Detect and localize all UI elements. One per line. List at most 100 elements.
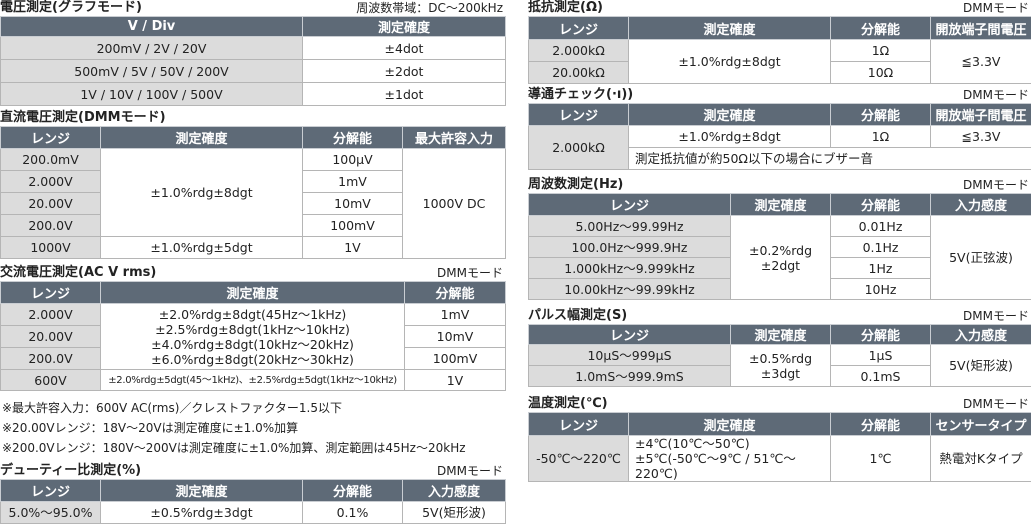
table-row: 200.0mV ±1.0%rdg±8dgt 100μV 1000V DC	[0, 148, 506, 259]
table-cell: 10Ω	[830, 61, 931, 84]
continuity-section: 導通チェック(·ı)) DMMモード レンジ 測定確度 分解能 開放端子間電圧 2.000k…	[528, 87, 1031, 170]
section-title: 交流電圧測定(AC V rms)	[0, 265, 157, 280]
table-cell: ±4dot	[302, 36, 506, 60]
note-line: ※最大許容入力：600V AC(rms)／クレストファクター1.5以下	[2, 401, 342, 415]
table-cell: 200mV / 2V / 20V	[0, 36, 303, 60]
table-cell: 1mV	[302, 170, 403, 193]
table-cell: 600V	[0, 369, 101, 391]
table-cell: 2.000V	[0, 303, 101, 326]
column-header: 分解能	[302, 479, 403, 502]
section-title: 直流電圧測定(DMMモード)	[0, 110, 166, 125]
table-cell: 測定抵抗値が約50Ω以下の場合にブザー音	[628, 147, 1031, 170]
table-cell: 5.0%〜95.0%	[0, 501, 101, 524]
column-header: レンジ	[528, 16, 629, 40]
table-row: 200.0V 100mV	[0, 347, 506, 370]
table-cell: 2.000V	[0, 170, 101, 193]
table-cell: 500mV / 5V / 50V / 200V	[0, 59, 303, 83]
column-header: 分解能	[830, 16, 931, 40]
note-line: ※200.0Vレンジ：180V〜200Vは測定確度に±1.0%加算、測定範囲は4…	[2, 441, 466, 455]
column-header: レンジ	[528, 412, 629, 436]
section-title: 電圧測定(グラフモード)	[0, 0, 142, 15]
table-cell: 100μV	[302, 148, 403, 171]
dc-voltage-table: レンジ 測定確度 分解能 最大許容入力 200.0mV ±1.0%rdg±8dgt 100μ…	[0, 126, 506, 259]
table-cell: 1V / 10V / 100V / 500V	[0, 82, 303, 106]
column-header: 分解能	[830, 324, 931, 345]
table-cell: ±1.0%rdg±8dgt	[628, 39, 831, 84]
section-note: DMMモード	[963, 397, 1029, 411]
table-cell: 5V(正弦波)	[930, 215, 1031, 300]
voltage-graph-section: 電圧測定(グラフモード) 周波数帯域：DC〜200kHz V / Div 測定確度 20…	[0, 0, 506, 106]
section-note: DMMモード	[963, 309, 1029, 323]
resistance-table: レンジ 測定確度 分解能 開放端子間電圧 2.000kΩ ±1.0%rdg±8dgt 1Ω ≦…	[528, 16, 1031, 84]
column-header: レンジ	[0, 281, 101, 304]
column-header: 分解能	[404, 281, 506, 304]
table-row: 2.000V 1mV	[0, 170, 506, 193]
duty-table: レンジ 測定確度 分解能 入力感度 5.0%〜95.0% ±0.5%rdg±3dgt 0.1…	[0, 479, 506, 524]
table-cell: ±2.0%rdg±8dgt(45Hz〜1kHz) ±2.5%rdg±8dgt(1…	[100, 303, 405, 370]
section-note: 周波数帯域：DC〜200kHz	[356, 1, 503, 15]
table-cell: ±2.0%rdg±5dgt(45〜1kHz)、±2.5%rdg±5dgt(1kH…	[100, 369, 405, 391]
resistance-section: 抵抗測定(Ω) DMMモード レンジ 測定確度 分解能 開放端子間電圧 2.000kΩ ±1.…	[528, 0, 1031, 84]
table-cell: 5V(矩形波)	[930, 344, 1031, 387]
column-header: 測定確度	[628, 412, 831, 436]
column-header: 入力感度	[930, 193, 1031, 216]
column-header: 分解能	[830, 412, 931, 436]
column-header: レンジ	[528, 324, 731, 345]
table-cell: 1.000kHz〜9.999kHz	[528, 257, 731, 279]
column-header: 入力感度	[930, 324, 1031, 345]
table-cell: ±4℃(10℃〜50℃) ±5℃(-50℃〜9℃ / 51℃〜220℃)	[628, 435, 831, 482]
table-cell: 1μS	[830, 344, 931, 366]
column-header: 開放端子間電圧	[930, 103, 1031, 126]
table-row: 1.0mS〜999.9mS 0.1mS	[528, 365, 1031, 387]
table-cell: 200.0V	[0, 347, 101, 370]
column-header: レンジ	[0, 126, 101, 149]
table-row: 1V / 10V / 100V / 500V ±1dot	[0, 82, 506, 106]
table-row: 1000V ±1.0%rdg±5dgt 1V	[0, 236, 506, 259]
pulse-width-table: レンジ 測定確度 分解能 入力感度 10μS〜999μS ±0.5%rdg ±3dgt 1μ…	[528, 324, 1031, 387]
section-title: 周波数測定(Hz)	[528, 177, 624, 192]
pulse-width-section: パルス幅測定(S) DMMモード レンジ 測定確度 分解能 入力感度 10μS〜999μS ±…	[528, 308, 1031, 387]
table-cell: 1Ω	[830, 125, 931, 148]
table-cell: 0.01Hz	[830, 215, 931, 237]
table-cell: ±0.2%rdg ±2dgt	[730, 215, 831, 300]
ac-notes: ※最大許容入力：600V AC(rms)／クレストファクター1.5以下 ※20.…	[2, 398, 466, 458]
table-cell: 10.00kHz〜99.99kHz	[528, 278, 731, 300]
table-row: 10μS〜999μS ±0.5%rdg ±3dgt 1μS 5V(矩形波)	[528, 344, 1031, 387]
table-row: 5.00Hz〜99.99Hz ±0.2%rdg ±2dgt 0.01Hz 5V(正弦波…	[528, 215, 1031, 300]
continuity-table: レンジ 測定確度 分解能 開放端子間電圧 2.000kΩ ±1.0%rdg±8dgt 1Ω ≦…	[528, 103, 1031, 170]
ac-voltage-section: 交流電圧測定(AC V rms) DMMモード レンジ 測定確度 分解能 2.000V ±2…	[0, 265, 506, 391]
table-cell: 10mV	[302, 192, 403, 215]
table-row: 20.00V 10mV	[0, 325, 506, 348]
table-cell: ±1.0%rdg±5dgt	[100, 236, 303, 259]
table-cell: 100.0Hz〜999.9Hz	[528, 236, 731, 258]
section-note: DMMモード	[963, 178, 1029, 192]
table-cell: 1.0mS〜999.9mS	[528, 365, 731, 387]
table-row: 10.00kHz〜99.99kHz 10Hz	[528, 278, 1031, 300]
table-row: -50℃〜220℃ ±4℃(10℃〜50℃) ±5℃(-50℃〜9℃ / 51℃〜…	[528, 435, 1031, 482]
temperature-table: レンジ 測定確度 分解能 センサータイプ -50℃〜220℃ ±4℃(10℃〜50℃) ±…	[528, 412, 1031, 482]
table-row: 2.000kΩ ±1.0%rdg±8dgt 1Ω ≦3.3V	[528, 125, 1031, 170]
section-note: DMMモード	[963, 88, 1029, 102]
table-cell: ≦3.3V	[930, 39, 1031, 84]
column-header: 測定確度	[730, 193, 831, 216]
column-header: レンジ	[0, 479, 101, 502]
table-row: 1.000kHz〜9.999kHz 1Hz	[528, 257, 1031, 279]
dc-voltage-section: 直流電圧測定(DMMモード) レンジ 測定確度 分解能 最大許容入力 200.0mV ±1.…	[0, 110, 506, 259]
table-cell: 200.0mV	[0, 148, 101, 171]
table-row: 600V ±2.0%rdg±5dgt(45〜1kHz)、±2.5%rdg±5dgt…	[0, 369, 506, 391]
table-cell: 1V	[404, 369, 506, 391]
column-header: 測定確度	[100, 479, 303, 502]
table-row: 100.0Hz〜999.9Hz 0.1Hz	[528, 236, 1031, 258]
column-header: 分解能	[830, 103, 931, 126]
table-row: 測定抵抗値が約50Ω以下の場合にブザー音	[529, 147, 1031, 170]
table-row: 500mV / 5V / 50V / 200V ±2dot	[0, 59, 506, 83]
column-header: 測定確度	[628, 16, 831, 40]
column-header: レンジ	[528, 103, 629, 126]
table-cell: ≦3.3V	[930, 125, 1031, 148]
table-cell: 2.000kΩ	[528, 39, 629, 62]
column-header: レンジ	[528, 193, 731, 216]
table-cell: -50℃〜220℃	[528, 435, 629, 482]
table-cell: ±1.0%rdg±8dgt	[100, 148, 303, 237]
table-cell: 20.00kΩ	[528, 61, 629, 84]
table-cell: 5.00Hz〜99.99Hz	[528, 215, 731, 237]
